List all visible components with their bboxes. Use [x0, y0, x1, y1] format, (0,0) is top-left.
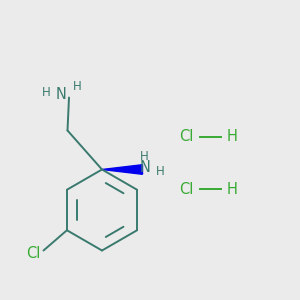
Text: H: H	[227, 182, 238, 196]
Text: H: H	[140, 150, 148, 164]
Text: Cl: Cl	[179, 129, 193, 144]
Text: N: N	[140, 160, 151, 175]
Text: H: H	[155, 165, 164, 178]
Text: Cl: Cl	[26, 246, 40, 261]
Polygon shape	[102, 165, 142, 174]
Text: N: N	[56, 87, 67, 102]
Text: Cl: Cl	[179, 182, 193, 196]
Text: H: H	[227, 129, 238, 144]
Text: H: H	[73, 80, 82, 93]
Text: H: H	[42, 86, 51, 100]
